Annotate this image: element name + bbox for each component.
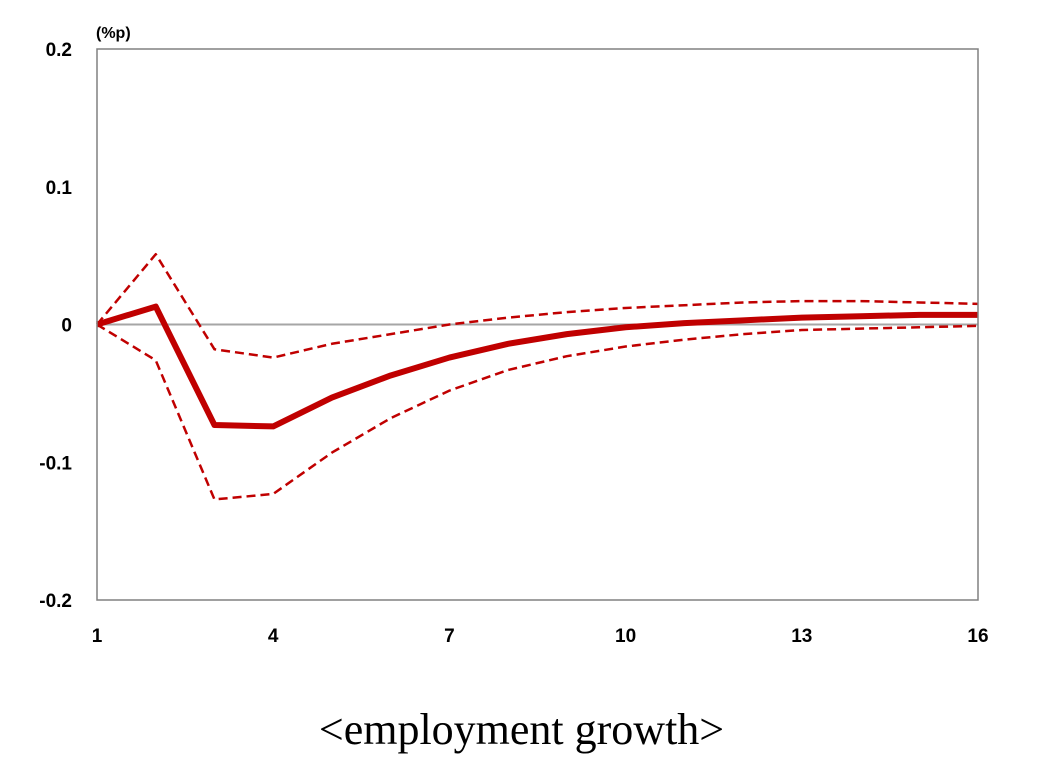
series-layer (96, 252, 979, 501)
plot-frame (96, 48, 979, 601)
y-tick-label: 0.2 (46, 40, 72, 61)
x-tick-label: 10 (615, 626, 636, 647)
chart-caption: <employment growth> (318, 705, 725, 754)
series-line-upper-band (96, 252, 979, 359)
x-tick-label: 1 (92, 626, 103, 647)
x-tick-label: 4 (268, 626, 279, 647)
x-axis-ticks: 1 4 7 10 13 16 (92, 626, 989, 647)
y-tick-label: 0.1 (46, 178, 73, 199)
x-tick-label: 16 (967, 626, 988, 647)
impulse-response-chart: 0.2 0.1 0 -0.1 -0.2 1 4 7 10 13 16 (%p) (39, 25, 989, 647)
y-tick-label: 0 (61, 316, 72, 337)
y-tick-label: -0.1 (39, 453, 72, 474)
y-unit-label: (%p) (96, 25, 131, 42)
x-tick-label: 13 (791, 626, 812, 647)
y-axis-ticks: 0.2 0.1 0 -0.1 -0.2 (39, 40, 72, 612)
series-line-lower-band (96, 323, 979, 501)
x-tick-label: 7 (444, 626, 455, 647)
series-line-estimate (96, 303, 978, 430)
y-tick-label: -0.2 (39, 591, 72, 612)
